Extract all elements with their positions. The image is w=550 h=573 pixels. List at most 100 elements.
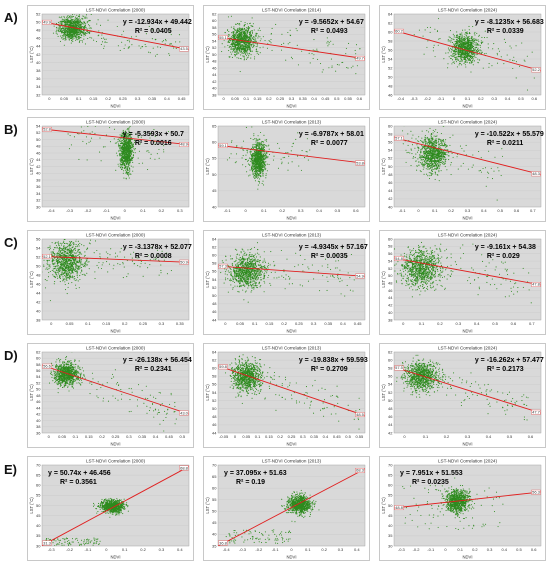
y-tick-label: 34 bbox=[36, 84, 41, 89]
data-point bbox=[227, 41, 229, 43]
x-tick-label: 0.6 bbox=[353, 208, 359, 213]
data-point bbox=[464, 40, 466, 42]
data-point bbox=[235, 35, 237, 37]
y-tick-label: 50 bbox=[212, 52, 217, 57]
data-point bbox=[487, 43, 489, 45]
data-point bbox=[125, 153, 127, 155]
data-point bbox=[239, 32, 241, 34]
y-tick-label: 48 bbox=[212, 59, 217, 64]
data-point bbox=[67, 31, 69, 34]
data-point bbox=[84, 32, 86, 34]
data-point bbox=[240, 41, 242, 44]
data-point bbox=[257, 166, 259, 168]
data-point bbox=[259, 131, 262, 134]
data-point bbox=[246, 42, 248, 44]
data-point bbox=[65, 37, 67, 39]
data-point bbox=[126, 155, 128, 158]
data-point bbox=[70, 35, 72, 37]
data-point bbox=[235, 42, 237, 44]
data-point bbox=[466, 61, 468, 63]
data-point bbox=[122, 160, 124, 162]
data-point bbox=[134, 149, 136, 151]
data-point bbox=[253, 177, 256, 179]
data-point bbox=[129, 137, 131, 139]
data-point bbox=[255, 177, 257, 179]
x-tick-label: 0.1 bbox=[76, 96, 82, 101]
data-point bbox=[122, 172, 124, 174]
data-point bbox=[350, 67, 352, 69]
data-point bbox=[237, 23, 239, 25]
data-point bbox=[242, 31, 244, 33]
data-point bbox=[458, 37, 460, 39]
data-point bbox=[251, 50, 253, 52]
data-point bbox=[74, 22, 76, 24]
data-point bbox=[467, 42, 469, 44]
data-point bbox=[118, 144, 120, 146]
data-point bbox=[69, 135, 71, 137]
data-point bbox=[253, 29, 255, 31]
data-point bbox=[130, 132, 132, 134]
data-point bbox=[249, 31, 251, 33]
data-point bbox=[78, 38, 80, 40]
data-point bbox=[57, 30, 59, 32]
data-point bbox=[56, 29, 58, 31]
data-point bbox=[513, 60, 515, 62]
r-squared: R² = 0.0016 bbox=[135, 140, 172, 147]
data-point bbox=[245, 51, 247, 53]
data-point bbox=[72, 39, 74, 41]
data-point bbox=[259, 142, 261, 144]
data-point bbox=[496, 62, 499, 64]
data-point bbox=[472, 26, 474, 28]
data-point bbox=[456, 50, 458, 52]
y-tick-label: 38 bbox=[36, 177, 41, 182]
data-point bbox=[241, 28, 243, 30]
data-point bbox=[470, 54, 472, 56]
data-point bbox=[257, 188, 259, 190]
data-point bbox=[237, 29, 239, 32]
data-point bbox=[458, 53, 460, 55]
data-point bbox=[125, 171, 127, 173]
data-point bbox=[129, 173, 131, 175]
data-point bbox=[454, 48, 456, 50]
data-point bbox=[126, 166, 128, 168]
data-point bbox=[526, 55, 528, 57]
data-point bbox=[474, 47, 476, 49]
data-point bbox=[257, 145, 259, 147]
data-point bbox=[63, 28, 65, 30]
data-point bbox=[253, 45, 255, 47]
data-point bbox=[132, 149, 134, 151]
data-point bbox=[78, 15, 80, 17]
data-point bbox=[230, 40, 232, 42]
x-axis-label: NDVI bbox=[286, 104, 296, 109]
data-point bbox=[73, 14, 76, 15]
data-point bbox=[468, 39, 470, 41]
data-point bbox=[121, 164, 124, 166]
data-point bbox=[62, 30, 64, 32]
data-point bbox=[82, 32, 84, 34]
data-point bbox=[81, 39, 83, 42]
data-point bbox=[77, 18, 79, 20]
data-point bbox=[72, 23, 74, 26]
data-point bbox=[230, 46, 232, 48]
data-point bbox=[448, 50, 450, 52]
data-point bbox=[125, 140, 127, 142]
data-point bbox=[247, 26, 249, 29]
data-point bbox=[253, 167, 255, 169]
data-point bbox=[491, 65, 493, 67]
data-point bbox=[251, 162, 253, 164]
data-point bbox=[242, 38, 244, 40]
data-point bbox=[477, 62, 479, 64]
x-tick-label: 0.4 bbox=[505, 96, 511, 101]
data-point bbox=[230, 53, 232, 55]
data-point bbox=[83, 15, 85, 17]
data-point bbox=[468, 59, 470, 61]
data-point bbox=[262, 160, 264, 162]
data-point bbox=[83, 26, 85, 29]
data-point bbox=[120, 146, 122, 148]
data-point bbox=[252, 43, 254, 45]
data-point bbox=[256, 151, 258, 153]
data-point bbox=[454, 44, 456, 46]
data-point bbox=[462, 29, 464, 31]
data-point bbox=[253, 152, 255, 154]
data-point bbox=[255, 145, 257, 147]
